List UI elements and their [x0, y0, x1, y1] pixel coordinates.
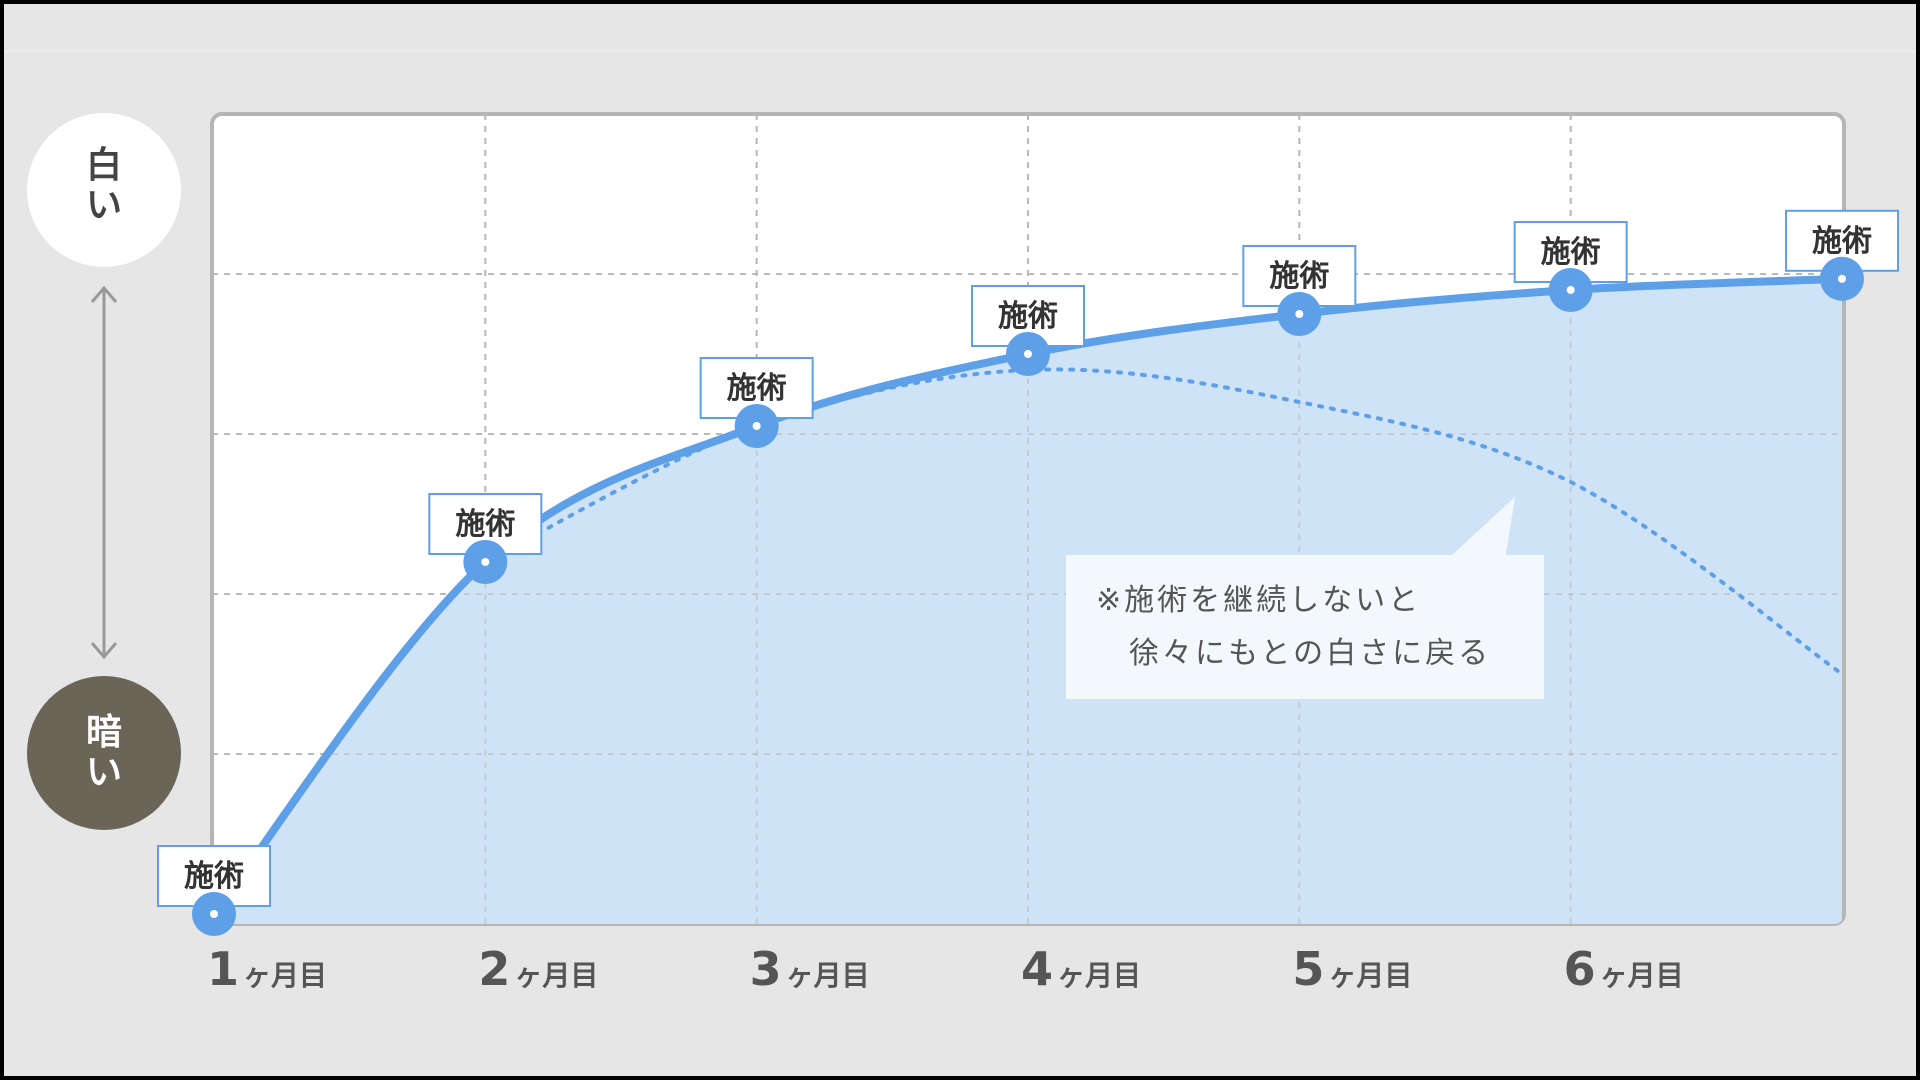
point-tag-label: 施術 — [455, 507, 515, 542]
point-marker-center — [210, 910, 218, 918]
x-tick-label: 3 ヶ月目 — [750, 942, 870, 996]
dotted-layer — [483, 367, 1844, 676]
data-point: 施術 — [1242, 245, 1357, 336]
data-point: 施術 — [971, 285, 1085, 376]
x-tick-label: 2 ヶ月目 — [478, 942, 598, 996]
top-divider — [4, 50, 1916, 52]
y-bottom-label-1: 暗 — [86, 712, 122, 753]
annotation-callout: ※施術を継続しないと 徐々にもとの白さに戻る — [1066, 497, 1544, 699]
data-point: 施術 — [428, 493, 543, 584]
arrow-up-icon — [90, 285, 118, 303]
x-tick-label: 4 ヶ月目 — [1021, 942, 1141, 996]
area-fill — [214, 278, 1842, 924]
y-bottom-label-2: い — [86, 752, 122, 793]
annotation-line-2: 徐々にもとの白さに戻る — [1096, 636, 1491, 671]
y-axis-indicator: 白 い 暗 い — [27, 113, 181, 830]
point-marker-center — [752, 422, 761, 430]
point-tag-label: 施術 — [184, 859, 244, 894]
x-tick-label: 6 ヶ月目 — [1564, 942, 1684, 996]
point-marker-center — [1566, 286, 1575, 294]
point-marker-center — [1024, 350, 1032, 358]
y-top-label-1: 白 — [86, 145, 122, 186]
point-tag-label: 施術 — [727, 371, 787, 406]
point-tag-label: 施術 — [1541, 235, 1601, 270]
data-point: 施術 — [1513, 221, 1628, 312]
white-circle — [27, 113, 181, 267]
point-marker-center — [481, 558, 490, 566]
arrow-down-icon — [90, 642, 118, 660]
data-point: 施術 — [1785, 209, 1899, 301]
dark-circle — [27, 676, 181, 830]
data-point: 施術 — [157, 845, 271, 936]
area-layer — [214, 278, 1842, 924]
annotation-line-1: ※施術を継続しないと — [1096, 583, 1421, 618]
point-marker-center — [1838, 274, 1846, 283]
point-tag-label: 施術 — [1812, 224, 1872, 259]
y-top-label-2: い — [86, 185, 122, 226]
point-tag-label: 施術 — [998, 299, 1058, 334]
point-marker-center — [1295, 310, 1304, 318]
data-point: 施術 — [699, 357, 814, 448]
x-axis-labels: 1 ヶ月目 2 ヶ月目 3 ヶ月目 4 ヶ月目 5 ヶ月目 6 ヶ月目 — [207, 942, 1684, 996]
decline-dotted-line — [483, 367, 1844, 676]
annotation-box — [1066, 555, 1544, 699]
x-tick-label: 1 ヶ月目 — [207, 942, 327, 996]
point-tag-label: 施術 — [1269, 259, 1329, 294]
x-tick-label: 5 ヶ月目 — [1292, 942, 1412, 996]
